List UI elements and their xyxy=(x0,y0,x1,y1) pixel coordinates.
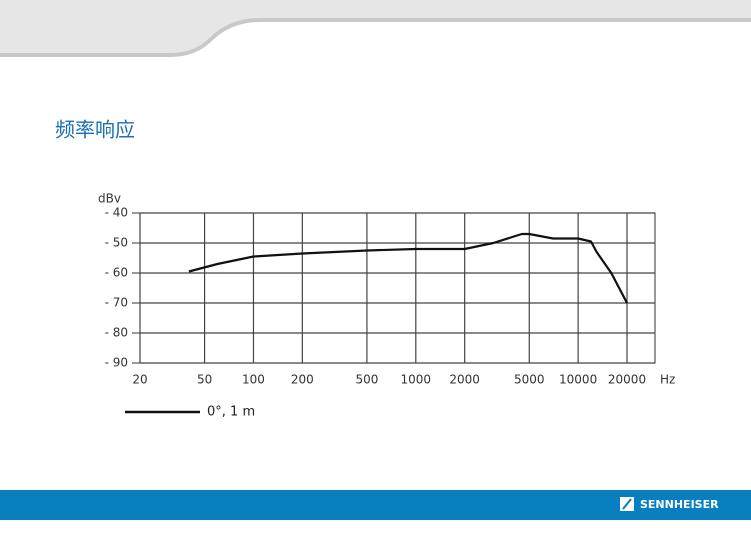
footer-band xyxy=(0,490,751,520)
header-band xyxy=(0,0,751,55)
x-tick-label: 10000 xyxy=(559,373,597,387)
y-tick-label: - 90 xyxy=(105,356,128,370)
y-axis-label: dBv xyxy=(98,192,121,206)
y-tick-label: - 80 xyxy=(105,326,128,340)
y-tick-label: - 50 xyxy=(105,236,128,250)
x-tick-label: 5000 xyxy=(514,373,545,387)
x-tick-label: 1000 xyxy=(401,373,432,387)
legend-label: 0°, 1 m xyxy=(207,405,255,420)
x-tick-label: 100 xyxy=(242,373,265,387)
series-line xyxy=(188,232,628,304)
y-tick-label: - 70 xyxy=(105,296,128,310)
slide-title: 频率响应 xyxy=(55,118,135,142)
x-tick-label: 500 xyxy=(355,373,378,387)
header-curve xyxy=(0,18,751,57)
x-tick-label: 200 xyxy=(291,373,314,387)
x-tick-label: 20000 xyxy=(608,373,646,387)
brand-logo: SENNHEISER xyxy=(640,498,719,511)
y-tick-label: - 60 xyxy=(105,266,128,280)
x-tick-label: 20 xyxy=(132,373,147,387)
chart: - 40 - 50 - 60 - 70 - 80 - 90 20 50 100 200 500 100… xyxy=(98,192,675,420)
logo-slash xyxy=(622,498,632,510)
x-axis-label: Hz xyxy=(660,373,675,387)
y-tick-label: - 40 xyxy=(105,206,128,220)
x-tick-label: 50 xyxy=(197,373,212,387)
x-tick-label: 2000 xyxy=(449,373,480,387)
